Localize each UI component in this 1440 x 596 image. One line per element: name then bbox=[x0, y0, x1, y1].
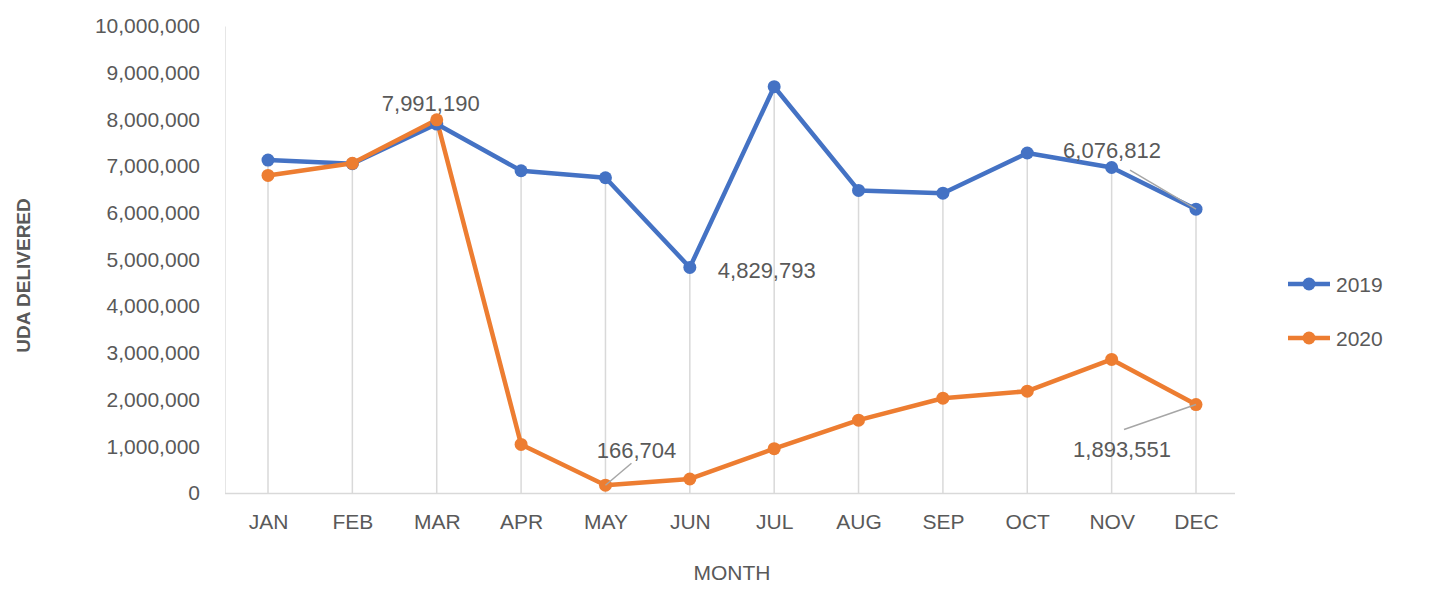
drop-line bbox=[1027, 153, 1029, 493]
series-marker bbox=[346, 157, 359, 170]
annotation: 4,829,793 bbox=[718, 258, 816, 283]
y-tick: 1,000,000 bbox=[107, 435, 225, 458]
drop-line bbox=[267, 160, 269, 493]
y-axis-title: UDA DELIVERED bbox=[13, 198, 34, 352]
annotation: 166,704 bbox=[597, 438, 677, 463]
x-tick-label: MAR bbox=[414, 510, 461, 533]
x-tick: MAR bbox=[414, 493, 461, 533]
x-axis-title: MONTH bbox=[694, 561, 771, 584]
y-tick: 10,000,000 bbox=[95, 14, 225, 37]
x-tick-label: MAY bbox=[584, 510, 628, 533]
x-axis: JAN FEB MAR APR MAY JUN JUL AUG SEP OCT NOV DEC bbox=[225, 493, 1235, 533]
y-tick-label: 9,000,000 bbox=[107, 61, 200, 84]
y-tick-label: 8,000,000 bbox=[107, 108, 200, 131]
x-tick: SEP bbox=[922, 493, 964, 533]
x-tick-label: OCT bbox=[1006, 510, 1051, 533]
series-marker bbox=[515, 164, 528, 177]
annotation: 6,076,812 bbox=[1063, 138, 1161, 163]
annotation: 7,991,190 bbox=[382, 91, 480, 116]
drop-line bbox=[858, 190, 860, 493]
legend-marker bbox=[1303, 278, 1316, 291]
annotation-leader bbox=[605, 463, 631, 485]
series-marker bbox=[515, 438, 528, 451]
series-marker bbox=[936, 187, 949, 200]
annotations: 7,991,190 4,829,793 6,076,812 166,704 1,893,… bbox=[382, 91, 1196, 485]
drop-line bbox=[352, 163, 354, 493]
x-tick: JUL bbox=[756, 493, 793, 533]
y-tick-label: 10,000,000 bbox=[95, 14, 200, 37]
series-marker bbox=[262, 169, 275, 182]
x-tick: NOV bbox=[1089, 493, 1135, 533]
x-tick: FEB bbox=[332, 493, 373, 533]
x-tick: DEC bbox=[1174, 493, 1218, 533]
x-tick: JUN bbox=[670, 493, 711, 533]
x-tick-label: JAN bbox=[249, 510, 289, 533]
y-tick: 0 bbox=[188, 481, 225, 504]
legend: 2019 2020 bbox=[1288, 273, 1383, 350]
x-tick: JAN bbox=[249, 493, 289, 533]
drop-line bbox=[689, 267, 691, 493]
series-marker bbox=[599, 171, 612, 184]
y-tick-label: 1,000,000 bbox=[107, 435, 200, 458]
y-tick-label: 2,000,000 bbox=[107, 388, 200, 411]
y-tick-label: 5,000,000 bbox=[107, 248, 200, 271]
annotation: 1,893,551 bbox=[1073, 437, 1171, 462]
y-tick-label: 6,000,000 bbox=[107, 201, 200, 224]
x-tick-label: FEB bbox=[332, 510, 373, 533]
series-marker bbox=[1021, 147, 1034, 160]
x-tick-label: DEC bbox=[1174, 510, 1218, 533]
x-tick-label: APR bbox=[500, 510, 543, 533]
series-marker bbox=[1105, 353, 1118, 366]
y-tick: 5,000,000 bbox=[107, 248, 225, 271]
drop-line bbox=[1195, 209, 1197, 493]
x-tick-label: SEP bbox=[922, 510, 964, 533]
y-tick-label: 7,000,000 bbox=[107, 154, 200, 177]
x-tick: OCT bbox=[1006, 493, 1051, 533]
series-line bbox=[268, 120, 1196, 485]
series-marker bbox=[936, 392, 949, 405]
plot-area bbox=[262, 80, 1203, 493]
legend-label: 2019 bbox=[1336, 273, 1383, 296]
drop-line bbox=[942, 193, 944, 493]
series-marker bbox=[683, 472, 696, 485]
y-axis: 0 1,000,000 2,000,000 3,000,000 4,000,000 5,0… bbox=[95, 14, 226, 504]
series-marker bbox=[1021, 385, 1034, 398]
x-tick-label: NOV bbox=[1089, 510, 1135, 533]
series-marker bbox=[346, 157, 359, 170]
x-tick: MAY bbox=[584, 493, 628, 533]
y-tick: 6,000,000 bbox=[107, 201, 225, 224]
x-tick: AUG bbox=[836, 493, 882, 533]
series-marker bbox=[852, 414, 865, 427]
series-marker bbox=[852, 184, 865, 197]
legend-label: 2020 bbox=[1336, 327, 1383, 350]
series-marker bbox=[683, 261, 696, 274]
x-tick-label: JUN bbox=[670, 510, 711, 533]
series-line bbox=[268, 87, 1196, 268]
y-tick: 4,000,000 bbox=[107, 294, 225, 317]
y-tick: 8,000,000 bbox=[107, 108, 225, 131]
x-tick-label: JUL bbox=[756, 510, 793, 533]
y-tick-label: 4,000,000 bbox=[107, 294, 200, 317]
y-tick: 9,000,000 bbox=[107, 61, 225, 84]
y-tick: 3,000,000 bbox=[107, 341, 225, 364]
drop-line bbox=[436, 120, 438, 493]
y-tick: 2,000,000 bbox=[107, 388, 225, 411]
legend-marker bbox=[1303, 332, 1316, 345]
y-tick-label: 0 bbox=[188, 481, 200, 504]
x-axis-line bbox=[225, 493, 1235, 495]
annotation-leader bbox=[1124, 405, 1196, 430]
annotation-leader bbox=[1130, 170, 1196, 209]
drop-line bbox=[773, 87, 775, 493]
y-tick-label: 3,000,000 bbox=[107, 341, 200, 364]
x-tick-label: AUG bbox=[836, 510, 882, 533]
y-axis-line bbox=[225, 27, 226, 494]
grid bbox=[268, 87, 1196, 493]
y-tick: 7,000,000 bbox=[107, 154, 225, 177]
x-tick: APR bbox=[500, 493, 543, 533]
series-marker bbox=[262, 154, 275, 167]
series-marker bbox=[768, 442, 781, 455]
series-marker bbox=[768, 80, 781, 93]
